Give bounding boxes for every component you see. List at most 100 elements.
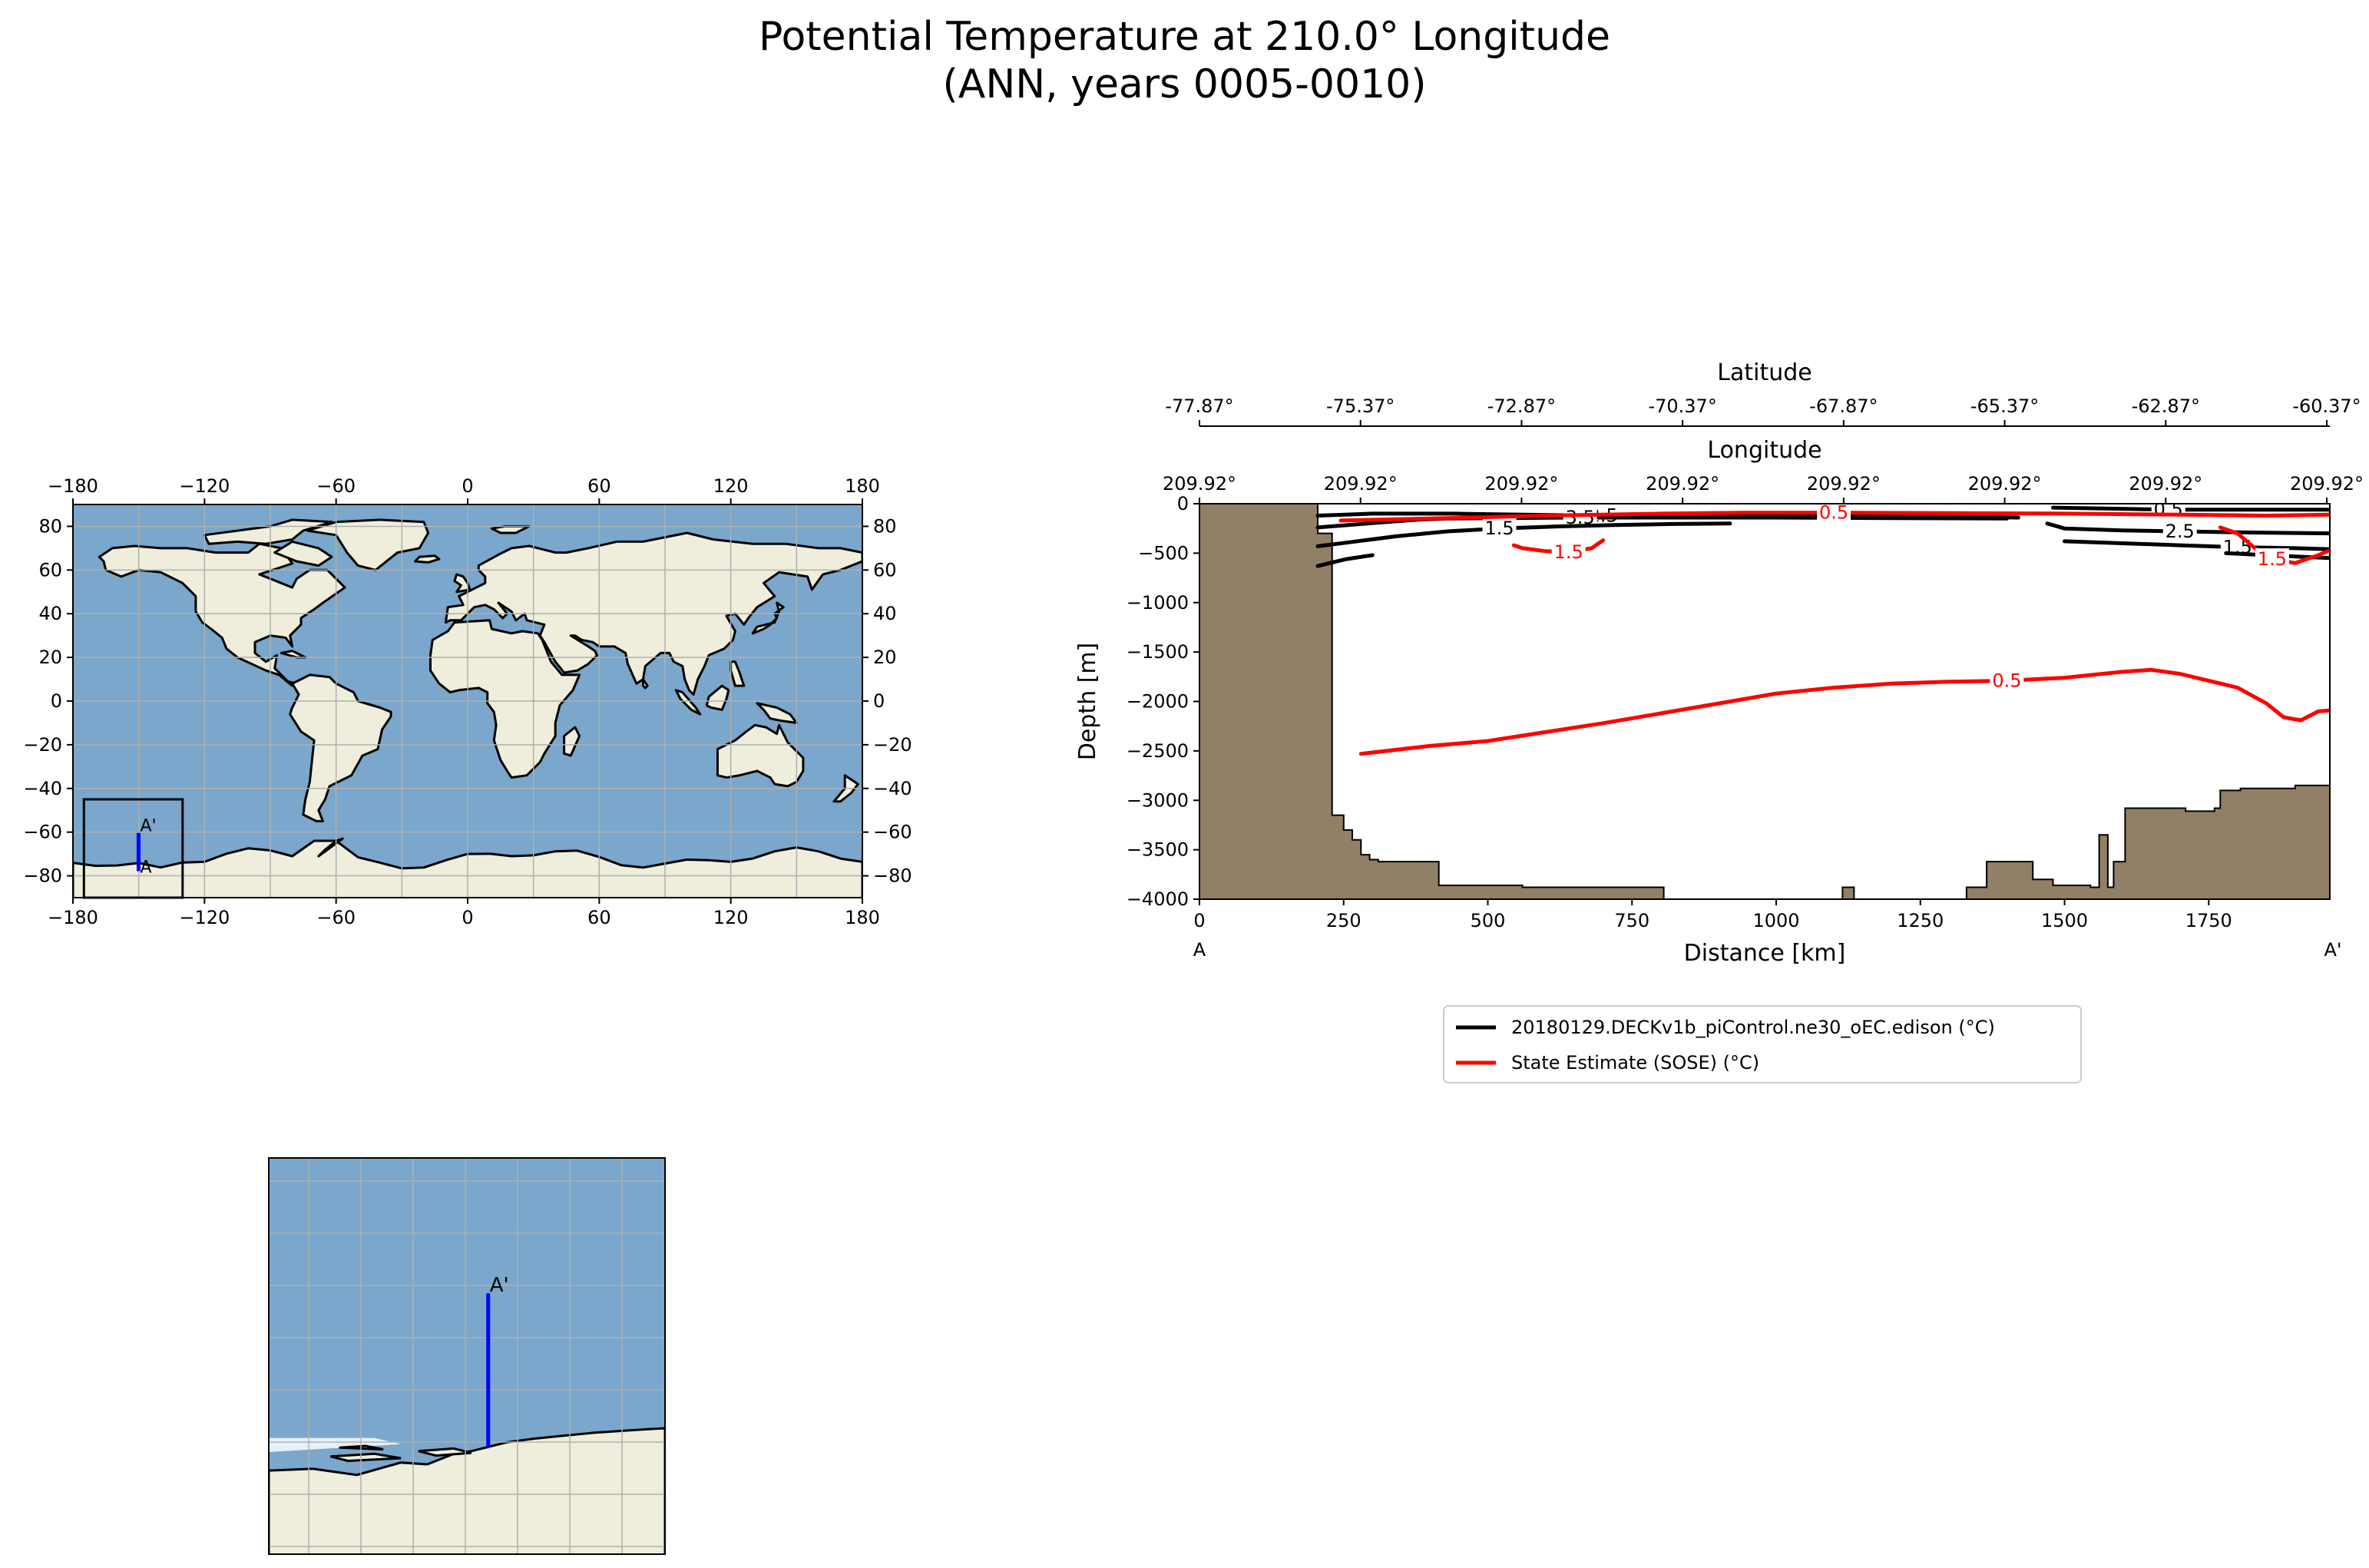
transect-start-label: A (140, 858, 151, 877)
legend-label: State Estimate (SOSE) (°C) (1511, 1052, 1759, 1073)
x-tick-label: −60 (316, 907, 356, 928)
latitude-tick-label: -67.87° (1809, 395, 1878, 417)
inset-map-transect: A' (486, 1274, 509, 1447)
y-tick-label-right: −60 (873, 822, 912, 843)
longitude-axis-label: Longitude (1707, 437, 1821, 464)
y-tick-label: 0 (51, 690, 62, 712)
contour-label: 1.5 (1554, 541, 1583, 563)
y-tick-label: −2000 (1127, 691, 1189, 713)
x-tick-label: 1500 (2041, 910, 2088, 931)
antarctica-inset-land (269, 1427, 665, 1554)
x-tick-label-top: 180 (845, 475, 880, 497)
latitude-tick-label: -72.87° (1487, 395, 1556, 417)
iceland-land (414, 554, 441, 564)
x-tick-label: 0 (1193, 910, 1205, 931)
longitude-tick-label: 209.92° (1163, 473, 1236, 495)
y-axis-label: Depth [m] (1074, 643, 1101, 761)
y-tick-label-right: 80 (873, 515, 897, 537)
y-tick-label: −20 (23, 734, 62, 756)
x-tick-label-top: 120 (713, 475, 749, 497)
x-tick-label: 250 (1326, 910, 1362, 931)
y-tick-label: −500 (1138, 542, 1189, 564)
endpoint-end-label: A' (2324, 939, 2341, 961)
y-tick-label: 40 (38, 603, 62, 624)
y-tick-label: 0 (1177, 493, 1189, 514)
y-tick-label-right: −80 (873, 865, 912, 887)
contour-label-bg (1482, 518, 1517, 538)
x-tick-label: 120 (713, 907, 749, 928)
section-axes: 0 250 500 750 1000 1250 1500 1750 0 −500 −1000 −150… (1074, 359, 2364, 967)
contours: 2.53.51.50.52.51.50.51.5 1.50.5 (1315, 499, 2330, 756)
madagascar-land (563, 726, 581, 757)
x-tick-label: 60 (587, 907, 611, 928)
longitude-tick-label: 209.92° (1968, 473, 2042, 495)
y-tick-label: −1000 (1127, 592, 1189, 614)
y-tick-label: 60 (38, 559, 62, 581)
x-tick-label-top: −180 (48, 475, 98, 497)
longitude-tick-label: 209.92° (1807, 473, 1881, 495)
contour-label: 2.5 (2166, 521, 2195, 542)
baffin-land (273, 540, 333, 567)
x-tick-label: −180 (48, 907, 98, 928)
x-tick-label-top: −60 (316, 475, 356, 497)
y-tick-label: −3500 (1127, 839, 1189, 861)
y-tick-label: 20 (38, 647, 62, 668)
borneo-land (705, 684, 730, 711)
latitude-axis-label: Latitude (1717, 359, 1811, 386)
y-tick-label-right: −40 (873, 778, 912, 799)
contour-label: 0.5 (1992, 670, 2021, 691)
contour-label: 0.5 (2154, 499, 2183, 521)
y-tick-label: −40 (23, 778, 62, 799)
transect-section: 2.53.51.50.52.51.50.51.5 1.50.5 0 250 500 75… (1074, 359, 2364, 1083)
latitude-tick-label: -75.37° (1326, 395, 1395, 417)
y-tick-label: −80 (23, 865, 62, 887)
global-map-ticks: −180 −180 −120 −120 −60 −60 0 0 60 60 120 120 180 180… (23, 475, 912, 928)
y-tick-label: 80 (38, 515, 62, 537)
japan-land (751, 601, 785, 635)
contour-label-bg (2162, 521, 2197, 541)
figure-title: Potential Temperature at 210.0° Longitud… (758, 14, 1611, 60)
contour-label-bg (2255, 548, 2289, 569)
global-map-grid (73, 504, 862, 898)
x-tick-label: 180 (845, 907, 880, 928)
longitude-tick-label: 209.92° (1324, 473, 1398, 495)
y-tick-label: −3000 (1127, 789, 1189, 811)
y-tick-label: −1500 (1127, 641, 1189, 663)
y-tick-label-right: 0 (873, 690, 885, 712)
ice-shelf (269, 1437, 401, 1452)
contour-line (1315, 553, 1375, 568)
x-axis-label: Distance [km] (1684, 940, 1846, 967)
contour-line (2051, 505, 2330, 512)
x-tick-label-top: −120 (179, 475, 230, 497)
coastal-island (329, 1452, 402, 1463)
latitude-tick-label: -65.37° (1970, 395, 2039, 417)
y-tick-label: −60 (23, 822, 62, 843)
longitude-tick-label: 209.92° (2129, 473, 2202, 495)
contour-label-bg (1551, 541, 1586, 562)
global-map: A' A −180 −180 −120 −120 −60 −60 0 0 60 60 120 120 18… (23, 475, 912, 928)
contour-label: 1.5 (2258, 548, 2287, 570)
sumatra-land (674, 689, 702, 716)
x-tick-label: 1750 (2185, 910, 2232, 931)
latitude-tick-label: -60.37° (2292, 395, 2361, 417)
inset-map-land (269, 1427, 665, 1554)
y-tick-label: −2500 (1127, 740, 1189, 762)
y-tick-label-right: 60 (873, 559, 897, 581)
longitude-tick-label: 209.92° (1484, 473, 1558, 495)
endpoint-start-label: A (1193, 939, 1206, 961)
bathymetry-fill (1199, 504, 2330, 899)
figure-subtitle: (ANN, years 0005-0010) (942, 61, 1427, 108)
contour-label-bg (1817, 504, 1851, 522)
x-tick-label: 500 (1471, 910, 1506, 931)
contour-label: 1.5 (1484, 518, 1514, 539)
y-tick-label: −4000 (1127, 888, 1189, 910)
contour-line (2045, 521, 2330, 536)
coastal-island (418, 1447, 472, 1457)
legend-label: 20180129.DECKv1b_piControl.ne30_oEC.edis… (1511, 1017, 1995, 1038)
latitude-tick-label: -70.37° (1648, 395, 1716, 417)
y-tick-label-right: −20 (873, 734, 912, 756)
legend: 20180129.DECKv1b_piControl.ne30_oEC.edis… (1443, 1005, 2082, 1083)
y-tick-label-right: 20 (873, 647, 897, 668)
contour-line (1358, 667, 2330, 756)
